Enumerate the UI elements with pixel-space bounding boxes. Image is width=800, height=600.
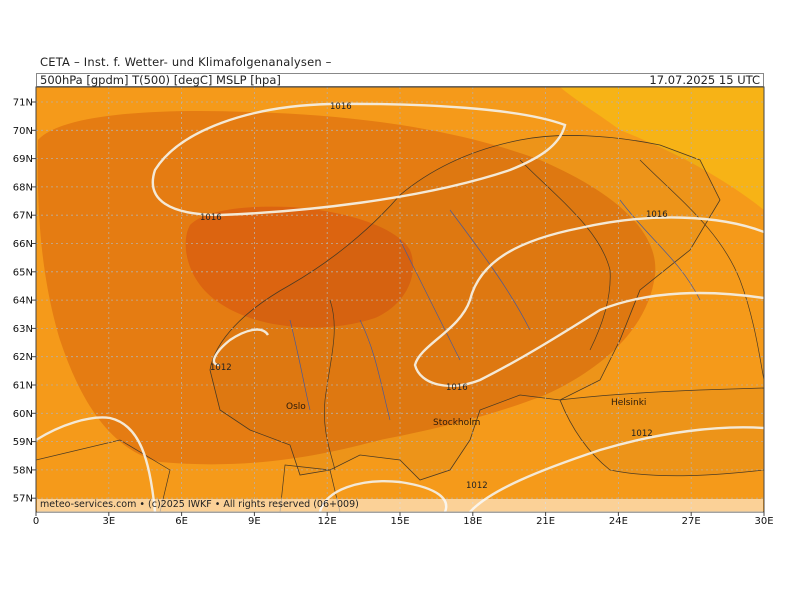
lat-label: 59N bbox=[13, 437, 33, 448]
denmark-coast bbox=[279, 464, 341, 512]
lon-label: 3E bbox=[102, 516, 115, 527]
isobar-1012-west bbox=[212, 328, 270, 367]
institute-title: CETA – Inst. f. Wetter- und Klimafolgena… bbox=[40, 55, 332, 69]
sweden-finland-border bbox=[519, 159, 611, 351]
isobar-label: 1016 bbox=[446, 383, 468, 393]
lon-label: 15E bbox=[390, 516, 409, 527]
lat-label: 69N bbox=[13, 154, 33, 165]
lat-lon-grid bbox=[36, 87, 764, 512]
norway-sweden-border bbox=[324, 299, 336, 471]
isobar-label: 1012 bbox=[210, 363, 232, 373]
isobar-1012-south-finland bbox=[469, 426, 764, 512]
river bbox=[449, 209, 531, 331]
lon-label: 27E bbox=[682, 516, 701, 527]
lon-label: 21E bbox=[536, 516, 555, 527]
river bbox=[359, 319, 391, 421]
lon-label: 6E bbox=[175, 516, 188, 527]
valid-time: 17.07.2025 15 UTC bbox=[649, 73, 760, 87]
isobar-1012-southwest bbox=[36, 416, 157, 512]
finland-russia-border bbox=[639, 159, 764, 381]
isobar-label: 1016 bbox=[200, 213, 222, 223]
isobar-label: 1012 bbox=[466, 481, 488, 491]
temp-field-warm-ne bbox=[560, 87, 764, 210]
lat-label: 57N bbox=[13, 494, 33, 505]
isobar-label: 1016 bbox=[646, 210, 668, 220]
latitude-labels: 71N 70N 69N 68N 67N 66N 65N 64N 63N 62N 61N 60N 59N 5… bbox=[13, 98, 36, 505]
lon-label: 18E bbox=[463, 516, 482, 527]
river bbox=[289, 319, 311, 411]
uk-coast bbox=[36, 439, 171, 512]
lat-label: 60N bbox=[13, 409, 33, 420]
lat-label: 68N bbox=[13, 182, 33, 193]
scandinavia-coast bbox=[209, 135, 721, 481]
copyright-credit: meteo-services.com • (c)2025 IWKF • All … bbox=[40, 499, 359, 510]
lon-label: 12E bbox=[318, 516, 337, 527]
lon-label: 30E bbox=[754, 516, 773, 527]
lon-label: 24E bbox=[609, 516, 628, 527]
lat-label: 62N bbox=[13, 352, 33, 363]
isobar-1016-finland bbox=[413, 216, 764, 388]
lat-label: 64N bbox=[13, 296, 33, 307]
lat-label: 71N bbox=[13, 98, 33, 109]
lat-label: 66N bbox=[13, 239, 33, 250]
lon-label: 9E bbox=[248, 516, 261, 527]
city-label-helsinki: Helsinki bbox=[611, 398, 646, 408]
lat-label: 61N bbox=[13, 381, 33, 392]
parameter-label: 500hPa [gpdm] T(500) [degC] MSLP [hpa] bbox=[40, 73, 281, 87]
city-label-oslo: Oslo bbox=[286, 402, 306, 412]
lat-label: 58N bbox=[13, 465, 33, 476]
lat-label: 70N bbox=[13, 126, 33, 137]
temp-field-core bbox=[185, 206, 414, 328]
finland-coast bbox=[559, 387, 764, 477]
lat-label: 65N bbox=[13, 267, 33, 278]
lon-label: 0 bbox=[33, 516, 39, 527]
isobar-label: 1012 bbox=[631, 429, 653, 439]
isobar-1016-north bbox=[151, 102, 567, 217]
river bbox=[399, 239, 461, 361]
isobar-label: 1016 bbox=[330, 102, 352, 112]
longitude-labels: 0 3E 6E 9E 12E 15E 18E 21E 24E 27E 30E bbox=[33, 512, 774, 527]
lat-label: 67N bbox=[13, 211, 33, 222]
city-label-stockholm: Stockholm bbox=[433, 418, 480, 428]
lat-label: 63N bbox=[13, 324, 33, 335]
credit-background bbox=[37, 499, 763, 512]
river bbox=[619, 199, 701, 301]
